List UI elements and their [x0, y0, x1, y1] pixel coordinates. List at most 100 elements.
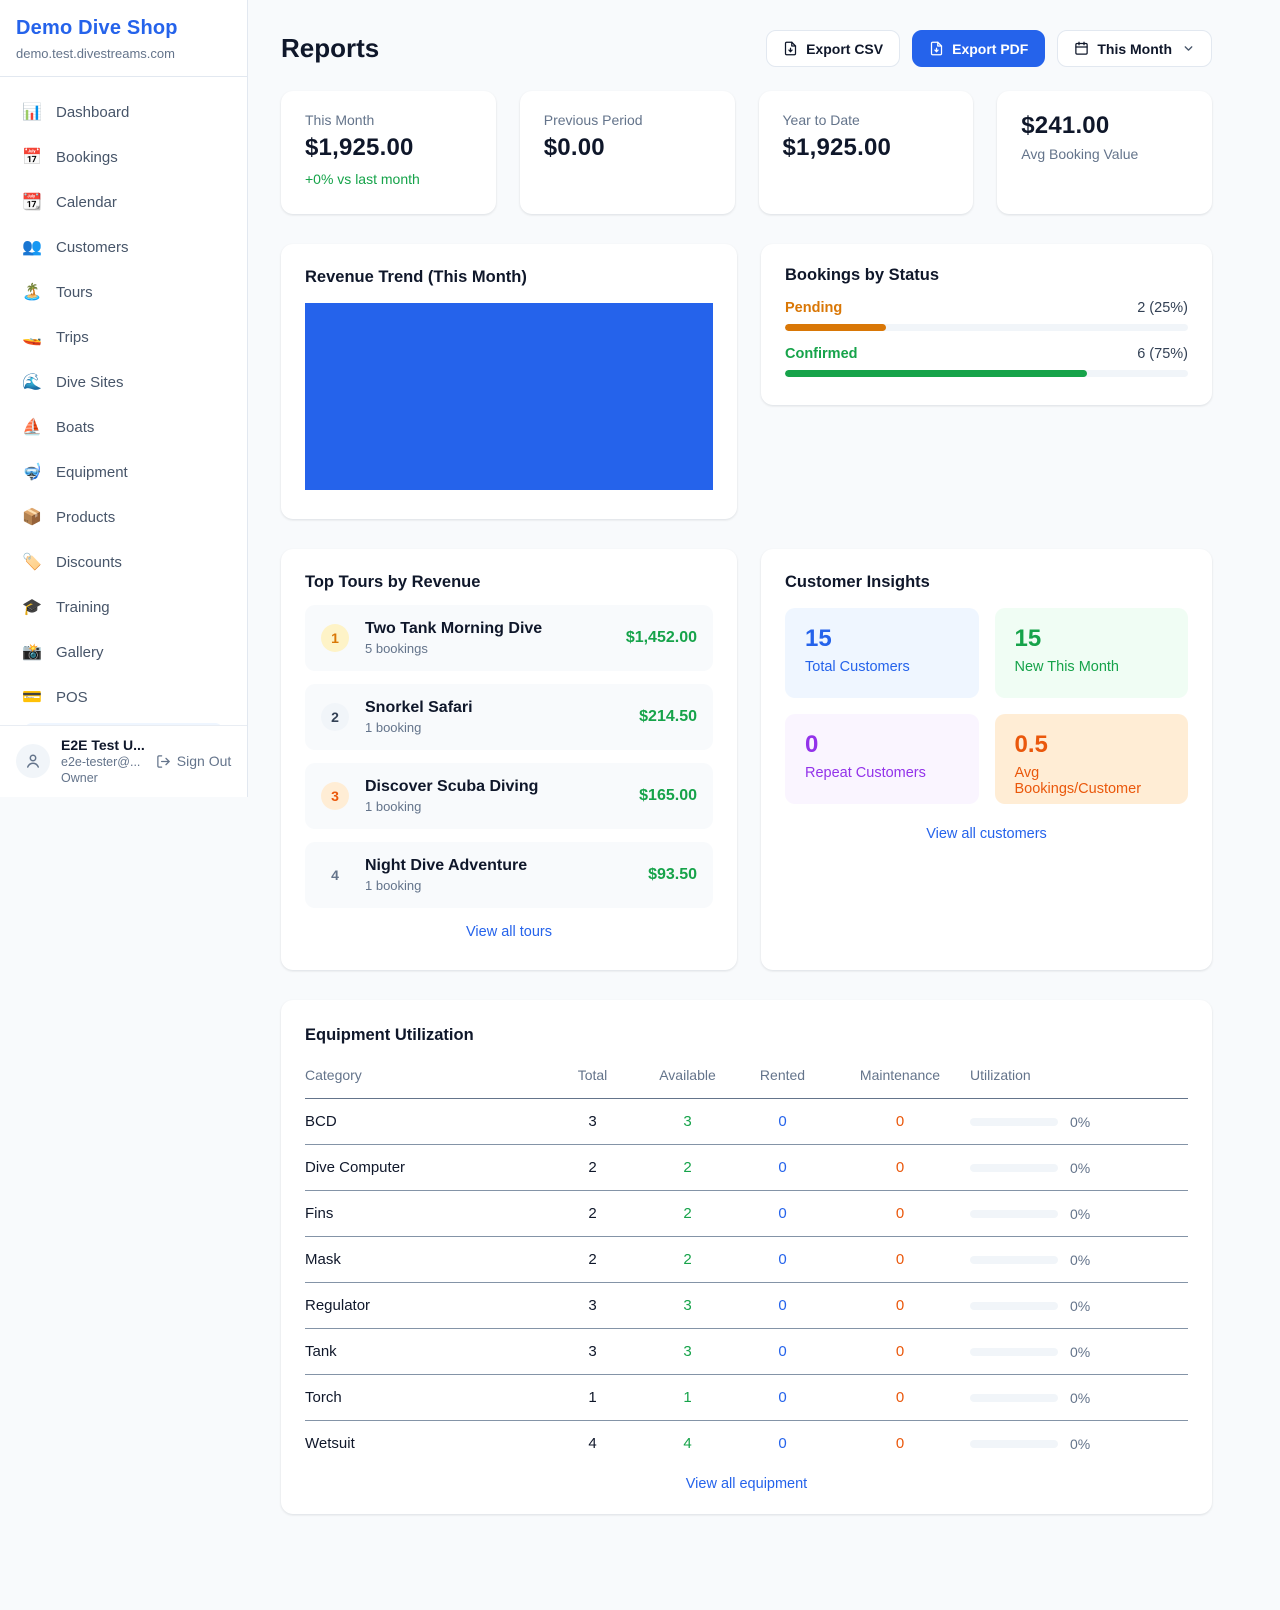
utilization-bar: 0%	[970, 1436, 1188, 1452]
sidebar-item-label: Bookings	[56, 148, 118, 166]
sidebar-item-customers[interactable]: 👥 Customers	[12, 228, 235, 266]
sidebar: Demo Dive Shop demo.test.divestreams.com…	[0, 0, 248, 797]
insight-value: 15	[805, 625, 832, 652]
rank-badge: 3	[321, 782, 349, 810]
sidebar-item-dive-sites[interactable]: 🌊 Dive Sites	[12, 363, 235, 401]
top-tours-card: Top Tours by Revenue 1 Two Tank Morning …	[281, 549, 737, 970]
insight-tile-total-customers: 15 Total Customers	[785, 608, 979, 698]
tour-bookings: 1 booking	[365, 878, 422, 893]
sidebar-item-label: Gallery	[56, 643, 104, 661]
tour-name: Night Dive Adventure	[365, 857, 528, 874]
tour-bookings: 1 booking	[365, 720, 422, 735]
column-header-utilization: Utilization	[970, 1057, 1188, 1099]
stat-value: $1,925.00	[782, 134, 892, 161]
column-header-maintenance: Maintenance	[830, 1057, 970, 1099]
view-all-customers-link[interactable]: View all customers	[926, 826, 1047, 842]
sailboat-icon: ⛵	[22, 419, 42, 436]
shop-name: Demo Dive Shop	[16, 17, 178, 39]
column-header-available: Available	[640, 1057, 735, 1099]
sidebar-item-label: Dashboard	[56, 103, 130, 121]
tour-bookings: 5 bookings	[365, 641, 428, 656]
revenue-trend-chart	[305, 303, 713, 490]
stats-grid: This Month $1,925.00 +0% vs last month P…	[281, 91, 1212, 214]
sidebar-item-bookings[interactable]: 📅 Bookings	[12, 138, 235, 176]
sidebar-item-trips[interactable]: 🚤 Trips	[12, 318, 235, 356]
graduation-cap-icon: 🎓	[22, 599, 42, 616]
customer-insights-card: Customer Insights 15 Total Customers 15 …	[761, 549, 1212, 970]
export-csv-button[interactable]: Export CSV	[766, 30, 901, 67]
people-icon: 👥	[22, 239, 42, 256]
table-row: Mask 2 2 0 0 0%	[305, 1236, 1188, 1283]
sign-out-label: Sign Out	[176, 753, 232, 769]
stat-value: $0.00	[543, 134, 605, 161]
list-item: 3 Discover Scuba Diving 1 booking $165.0…	[305, 763, 713, 829]
period-dropdown[interactable]: This Month	[1057, 30, 1212, 67]
status-count: 6 (75%)	[1137, 346, 1188, 362]
insight-label: New This Month	[1014, 659, 1120, 675]
list-item: 1 Two Tank Morning Dive 5 bookings $1,45…	[305, 605, 713, 671]
table-row: Tank 3 3 0 0 0%	[305, 1328, 1188, 1375]
insight-tile-avg-bookings: 0.5 Avg Bookings/Customer	[994, 714, 1188, 804]
insight-label: Repeat Customers	[805, 765, 926, 781]
sidebar-item-label: Training	[56, 598, 110, 616]
tag-icon: 🏷️	[22, 554, 42, 571]
view-all-equipment-link[interactable]: View all equipment	[685, 1476, 808, 1492]
stat-label: Previous Period	[543, 112, 643, 128]
sidebar-item-label: Products	[56, 508, 116, 526]
stat-label: Year to Date	[782, 112, 860, 128]
tour-revenue: $214.50	[639, 708, 697, 725]
progress-fill	[785, 324, 886, 331]
export-pdf-button[interactable]: Export PDF	[912, 30, 1046, 67]
sidebar-item-products[interactable]: 📦 Products	[12, 498, 235, 536]
utilization-bar: 0%	[970, 1344, 1188, 1360]
utilization-bar: 0%	[970, 1390, 1188, 1406]
sidebar-item-equipment[interactable]: 🤿 Equipment	[12, 453, 235, 491]
insight-value: 0	[805, 731, 819, 758]
logout-icon	[157, 754, 170, 768]
user-name: E2E Test U...	[61, 737, 145, 753]
utilization-bar: 0%	[970, 1206, 1188, 1222]
sidebar-item-dashboard[interactable]: 📊 Dashboard	[12, 93, 235, 131]
sidebar-item-boats[interactable]: ⛵ Boats	[12, 408, 235, 446]
user-info: E2E Test U... e2e-tester@... Owner	[61, 737, 145, 785]
insight-label: Total Customers	[805, 659, 910, 675]
dashboard-icon: 📊	[22, 104, 42, 121]
tour-name: Discover Scuba Diving	[365, 778, 539, 795]
column-header-rented: Rented	[735, 1057, 830, 1099]
stat-label: This Month	[305, 112, 375, 128]
list-item: 4 Night Dive Adventure 1 booking $93.50	[305, 842, 713, 908]
list-item: 2 Snorkel Safari 1 booking $214.50	[305, 684, 713, 750]
main-content: Reports Export CSV Export PDF This Month…	[281, 0, 1212, 1564]
view-all-tours-link[interactable]: View all tours	[466, 924, 552, 940]
stat-value: $1,925.00	[305, 134, 414, 161]
stat-card-this-month: This Month $1,925.00 +0% vs last month	[281, 91, 496, 214]
status-count: 2 (25%)	[1137, 300, 1188, 316]
insight-value: 0.5	[1014, 731, 1048, 758]
sidebar-item-label: Calendar	[56, 193, 117, 211]
sidebar-item-gallery[interactable]: 📸 Gallery	[12, 633, 235, 671]
calendar-outline-icon	[1075, 41, 1089, 55]
column-header-category: Category	[305, 1057, 545, 1099]
file-download-icon	[784, 41, 797, 56]
package-icon: 📦	[22, 509, 42, 526]
progress-track	[785, 370, 1188, 377]
tour-revenue: $93.50	[648, 866, 697, 883]
stat-card-year-to-date: Year to Date $1,925.00	[758, 91, 974, 214]
insight-label: Avg Bookings/Customer	[1014, 765, 1142, 797]
status-row-pending: Pending 2 (25%)	[785, 300, 1188, 331]
sign-out-button[interactable]: Sign Out	[156, 753, 231, 769]
sidebar-user-footer: E2E Test U... e2e-tester@... Owner Sign …	[0, 725, 247, 797]
progress-track	[785, 324, 1188, 331]
sidebar-item-calendar[interactable]: 📆 Calendar	[12, 183, 235, 221]
user-email: e2e-tester@...	[61, 755, 141, 769]
sidebar-item-discounts[interactable]: 🏷️ Discounts	[12, 543, 235, 581]
sidebar-item-tours[interactable]: 🏝️ Tours	[12, 273, 235, 311]
stat-card-avg-booking-value: $241.00 Avg Booking Value	[997, 91, 1212, 214]
insight-tile-new-this-month: 15 New This Month	[994, 608, 1188, 698]
dive-mask-icon: 🤿	[22, 464, 42, 481]
equipment-utilization-card: Equipment Utilization Category Total Ava…	[281, 1000, 1212, 1514]
table-row: Regulator 3 3 0 0 0%	[305, 1282, 1188, 1329]
sidebar-item-training[interactable]: 🎓 Training	[12, 588, 235, 626]
sidebar-item-pos[interactable]: 💳 POS	[12, 678, 235, 716]
page-title: Reports	[281, 33, 380, 63]
